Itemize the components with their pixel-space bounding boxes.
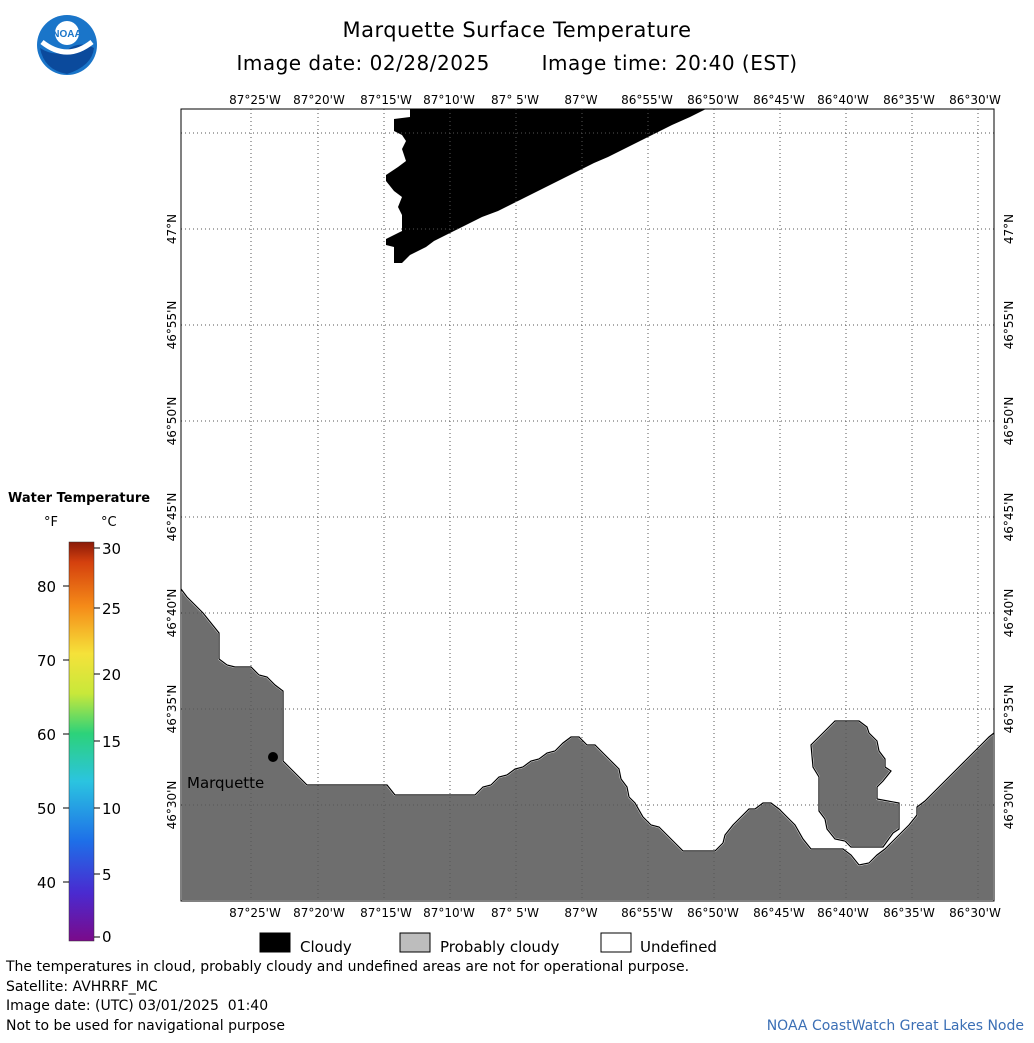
f-tick: 60 <box>37 726 56 744</box>
lon-label-bottom: 86°50'W <box>687 906 739 920</box>
f-tick: 70 <box>37 652 56 670</box>
c-tick: 25 <box>102 600 121 618</box>
credit-link[interactable]: NOAA CoastWatch Great Lakes Node <box>766 1018 1024 1034</box>
lon-label-bottom: 87°W <box>564 906 597 920</box>
lat-label-right: 46°35'N <box>1002 685 1016 734</box>
marquette-marker <box>268 752 278 762</box>
lon-label-bottom: 86°45'W <box>753 906 805 920</box>
f-tick: 40 <box>37 874 56 892</box>
key-cloudy-label: Cloudy <box>300 938 352 956</box>
lat-label-left: 46°55'N <box>165 301 179 350</box>
color-bar-ticks <box>63 547 100 938</box>
lon-label-top: 87°15'W <box>360 93 412 107</box>
key-cloudy-swatch <box>259 932 291 953</box>
lon-label-top: 87°10'W <box>423 93 475 107</box>
lon-label-top: 86°55'W <box>621 93 673 107</box>
disclaimer: The temperatures in cloud, probably clou… <box>6 959 690 975</box>
lon-label-bottom: 87°20'W <box>293 906 345 920</box>
image-date: Image date: 02/28/2025 <box>236 51 490 75</box>
lat-label-right: 46°55'N <box>1002 301 1016 350</box>
lat-label-left: 47°N <box>165 214 179 244</box>
c-tick: 0 <box>102 928 112 946</box>
lon-label-bottom: 87°25'W <box>229 906 281 920</box>
legend-title: Water Temperature <box>8 491 151 506</box>
color-bar <box>68 541 95 942</box>
logo-text: NOAA <box>52 29 81 40</box>
navigation-warning: Not to be used for navigational purpose <box>6 1018 285 1034</box>
lon-label-top: 86°45'W <box>753 93 805 107</box>
lon-label-top: 86°30'W <box>949 93 1001 107</box>
noaa-logo: NOAA <box>36 14 98 76</box>
key-undefined-swatch <box>600 932 632 953</box>
lon-label-bottom: 86°55'W <box>621 906 673 920</box>
map-border <box>180 108 995 902</box>
coastline-patch <box>810 720 900 848</box>
lat-label-left: 46°45'N <box>165 493 179 542</box>
unit-celsius: °C <box>101 515 117 530</box>
lon-label-bottom: 87°15'W <box>360 906 412 920</box>
lon-label-top: 87°20'W <box>293 93 345 107</box>
satellite-info: Satellite: AVHRRF_MC <box>6 979 158 995</box>
image-time: Image time: 20:40 (EST) <box>541 51 798 75</box>
c-tick: 20 <box>102 666 121 684</box>
lat-label-left: 46°40'N <box>165 589 179 638</box>
marquette-label: Marquette <box>187 774 264 792</box>
lon-label-top: 87°25'W <box>229 93 281 107</box>
lat-label-left: 46°50'N <box>165 397 179 446</box>
c-tick: 10 <box>102 800 121 818</box>
lon-label-top: 86°35'W <box>883 93 935 107</box>
f-tick: 50 <box>37 800 56 818</box>
utc-date: Image date: (UTC) 03/01/2025 01:40 <box>6 998 269 1014</box>
lon-label-top: 86°40'W <box>817 93 869 107</box>
lat-label-right: 46°50'N <box>1002 397 1016 446</box>
lon-label-top: 86°50'W <box>687 93 739 107</box>
lon-label-bottom: 87°10'W <box>423 906 475 920</box>
c-tick: 5 <box>102 866 112 884</box>
lat-label-right: 46°45'N <box>1002 493 1016 542</box>
lon-label-bottom: 87° 5'W <box>491 906 539 920</box>
lat-label-left: 46°35'N <box>165 685 179 734</box>
c-tick: 30 <box>102 540 121 558</box>
lat-label-right: 46°40'N <box>1002 589 1016 638</box>
page-title: Marquette Surface Temperature <box>342 18 692 42</box>
lon-label-bottom: 86°30'W <box>949 906 1001 920</box>
cloud-area <box>386 109 706 263</box>
c-tick: 15 <box>102 733 121 751</box>
lon-label-top: 87° 5'W <box>491 93 539 107</box>
coastline <box>180 588 995 866</box>
subtitle: Image date: 02/28/2025 Image time: 20:40… <box>0 51 1034 75</box>
lat-label-right: 47°N <box>1002 214 1016 244</box>
lon-label-bottom: 86°35'W <box>883 906 935 920</box>
unit-fahrenheit: °F <box>44 515 58 530</box>
lon-label-top: 87°W <box>564 93 597 107</box>
key-probably-cloudy-label: Probably cloudy <box>440 938 559 956</box>
lon-label-bottom: 86°40'W <box>817 906 869 920</box>
f-tick: 80 <box>37 578 56 596</box>
lat-label-right: 46°30'N <box>1002 781 1016 830</box>
lat-label-left: 46°30'N <box>165 781 179 830</box>
key-undefined-label: Undefined <box>640 938 717 956</box>
key-probably-cloudy-swatch <box>399 932 431 953</box>
